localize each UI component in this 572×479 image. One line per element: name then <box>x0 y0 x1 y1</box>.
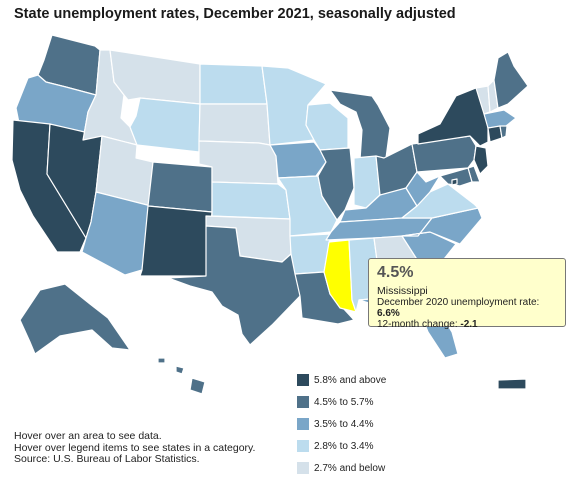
state-hawaii-oahu[interactable] <box>157 357 166 364</box>
state-maine[interactable] <box>493 51 529 109</box>
legend-swatch <box>297 396 309 408</box>
state-alaska[interactable] <box>19 283 131 355</box>
hover-hint: Hover over an area to see data. <box>14 430 162 442</box>
legend-swatch <box>297 462 309 474</box>
state-hawaii-maui[interactable] <box>175 365 185 375</box>
state-illinois[interactable] <box>317 147 355 221</box>
map-notes: Hover over an area to see data. Hover ov… <box>14 430 256 466</box>
tooltip-state-name: Mississippi <box>377 285 428 297</box>
tooltip-change: 12-month change: -2.1 <box>377 319 557 330</box>
map-title: State unemployment rates, December 2021,… <box>14 6 456 22</box>
state-rhode-island[interactable] <box>499 125 508 139</box>
legend-item[interactable]: 2.7% and below <box>297 457 386 479</box>
state-texas[interactable] <box>167 225 303 346</box>
state-new-york[interactable] <box>417 87 489 147</box>
tooltip-prev-rate: December 2020 unemployment rate: 6.6% <box>377 297 557 319</box>
state-iowa[interactable] <box>269 141 327 179</box>
legend-item[interactable]: 2.8% to 3.4% <box>297 435 386 457</box>
state-hawaii-big-island[interactable] <box>189 377 206 395</box>
state-wyoming[interactable] <box>129 97 201 153</box>
state-massachusetts[interactable] <box>483 109 517 129</box>
legend-item[interactable]: 3.5% to 4.4% <box>297 413 386 435</box>
legend-swatch <box>297 374 309 386</box>
legend-item[interactable]: 5.8% and above <box>297 369 386 391</box>
map-legend: 5.8% and above 4.5% to 5.7% 3.5% to 4.4%… <box>297 369 386 479</box>
state-south-dakota[interactable] <box>198 103 271 146</box>
legend-hint: Hover over legend items to see states in… <box>14 441 256 454</box>
legend-label: 5.8% and above <box>314 374 387 386</box>
legend-label: 2.8% to 3.4% <box>314 440 374 452</box>
legend-swatch <box>297 440 309 452</box>
state-north-dakota[interactable] <box>199 63 268 105</box>
state-kansas[interactable] <box>211 181 291 220</box>
state-tooltip: 4.5% Mississippi December 2020 unemploym… <box>368 258 566 330</box>
source-note: Source: U.S. Bureau of Labor Statistics. <box>14 453 200 465</box>
territory-puerto-rico[interactable] <box>497 378 527 390</box>
us-unemployment-map <box>11 34 529 395</box>
tooltip-prev-label: December 2020 unemployment rate: <box>377 297 540 308</box>
legend-label: 2.7% and below <box>314 462 386 474</box>
state-colorado[interactable] <box>147 161 213 213</box>
legend-label: 4.5% to 5.7% <box>314 396 374 408</box>
tooltip-rate: 4.5% <box>377 264 414 281</box>
legend-swatch <box>297 418 309 430</box>
state-district-of-columbia[interactable] <box>451 178 458 186</box>
tooltip-change-value: -2.1 <box>460 319 478 330</box>
state-new-mexico[interactable] <box>139 205 213 277</box>
tooltip-change-label: 12-month change: <box>377 319 461 330</box>
legend-item[interactable]: 4.5% to 5.7% <box>297 391 386 413</box>
state-maryland[interactable] <box>439 167 473 187</box>
tooltip-prev-value: 6.6% <box>377 308 400 319</box>
state-new-jersey[interactable] <box>473 145 489 175</box>
legend-label: 3.5% to 4.4% <box>314 418 374 430</box>
